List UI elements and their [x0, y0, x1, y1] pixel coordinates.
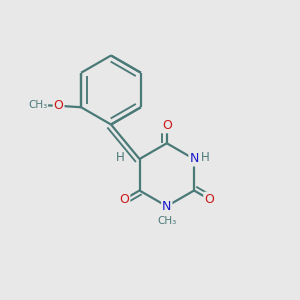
Text: H: H: [201, 151, 210, 164]
Text: H: H: [116, 151, 124, 164]
Text: O: O: [162, 119, 172, 132]
Text: CH₃: CH₃: [157, 216, 176, 226]
Text: CH₃: CH₃: [28, 100, 47, 110]
Text: N: N: [189, 152, 199, 166]
Text: O: O: [119, 193, 129, 206]
Text: N: N: [162, 200, 172, 213]
Text: O: O: [204, 193, 214, 206]
Text: O: O: [54, 99, 64, 112]
